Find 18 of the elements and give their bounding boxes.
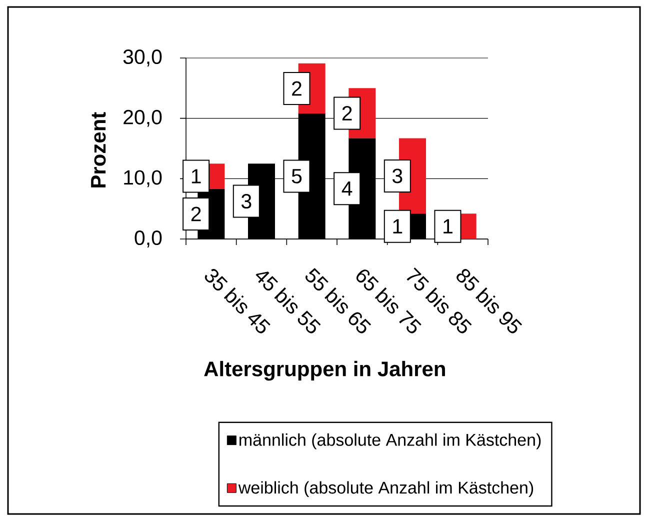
y-axis-title: Prozent — [91, 112, 106, 188]
annotation: 2 — [191, 206, 201, 222]
annotation: 2 — [342, 106, 352, 120]
annotation: 4 — [342, 182, 352, 196]
y-tick-label: 30,0 — [123, 50, 162, 66]
annotation: 1 — [393, 219, 402, 234]
y-tick-label: 20,0 — [124, 110, 162, 127]
y-tick-label: 10,0 — [124, 170, 162, 188]
y-tick-label: 0,0 — [134, 230, 162, 248]
annotation: 3 — [241, 194, 252, 209]
annotation: 5 — [292, 169, 302, 184]
legend-label: weiblich (absolute Anzahl im Kästchen) — [238, 481, 534, 498]
annotation: 2 — [292, 81, 302, 96]
annotation: 1 — [444, 219, 452, 234]
annotation: 3 — [392, 168, 402, 184]
x-axis-title: Altersgruppen in Jahren — [204, 360, 445, 381]
legend-label: männlich (absolute Anzahl im Kästchen) — [240, 433, 541, 450]
annotation: 1 — [192, 169, 201, 184]
